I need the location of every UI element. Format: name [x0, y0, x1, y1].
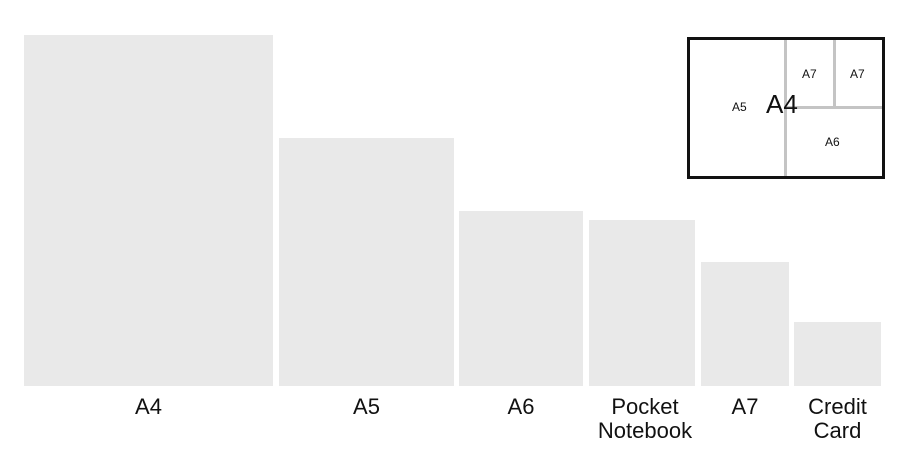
inset-vertical-divider [784, 40, 787, 176]
a7-label: A7 [731, 394, 759, 419]
a5-rect [279, 138, 454, 386]
a5-label: A5 [353, 394, 380, 419]
a4-label: A4 [135, 394, 162, 419]
credit-card-label: Credit Card [808, 394, 867, 443]
inset-a6-label: A6 [825, 135, 840, 149]
a7-rect [701, 262, 789, 386]
credit-card-rect [794, 322, 881, 386]
paper-division-inset: A4 A5 A6 A7 A7 [687, 37, 885, 179]
pocket-notebook-label: Pocket Notebook [597, 394, 693, 443]
pocket-notebook-rect [589, 220, 695, 386]
a6-label: A6 [507, 394, 535, 419]
a6-rect [459, 211, 583, 386]
inset-a7-divider [833, 40, 836, 106]
inset-horizontal-divider [787, 106, 882, 109]
inset-a5-label: A5 [732, 100, 747, 114]
inset-a4-label: A4 [766, 89, 798, 119]
inset-a7-right-label: A7 [850, 67, 865, 81]
a4-rect [24, 35, 273, 386]
inset-a7-left-label: A7 [802, 67, 817, 81]
